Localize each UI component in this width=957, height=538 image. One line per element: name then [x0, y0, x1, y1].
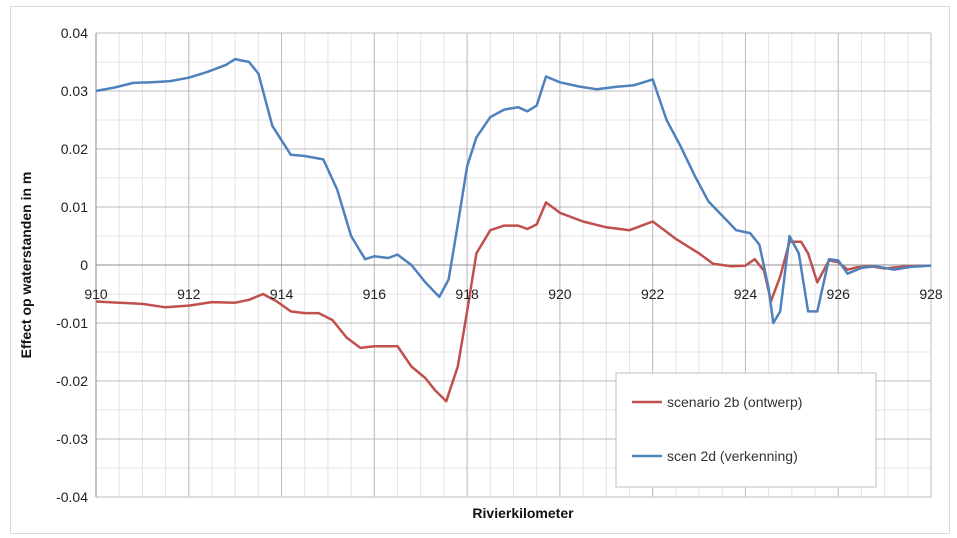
y-tick-label: -0.03	[56, 431, 88, 447]
y-tick-label: -0.01	[56, 315, 88, 331]
series-line-scenario-2b	[95, 201, 932, 403]
series-line-scen-2d	[95, 57, 932, 325]
x-tick-label: 924	[734, 286, 758, 302]
y-tick-label: 0.04	[61, 25, 88, 41]
series-lines	[95, 57, 932, 403]
x-tick-label: 922	[641, 286, 665, 302]
legend-label-scenario-2b: scenario 2b (ontwerp)	[667, 394, 802, 410]
legend: scenario 2b (ontwerp) scen 2d (verkennin…	[615, 372, 877, 488]
y-tick-label: 0.03	[61, 83, 88, 99]
x-tick-label: 928	[919, 286, 943, 302]
y-tick-label: 0	[80, 257, 88, 273]
legend-label-scen-2d: scen 2d (verkenning)	[667, 448, 798, 464]
x-tick-label: 914	[270, 286, 294, 302]
y-tick-label: 0.01	[61, 199, 88, 215]
line-chart: 0.04 0.03 0.02 0.01 0 -0.01 -0.02 -0.03 -0.04 910…	[18, 25, 943, 521]
axes	[95, 33, 931, 497]
x-tick-label: 916	[363, 286, 387, 302]
x-tick-label: 912	[177, 286, 201, 302]
tick-labels: 0.04 0.03 0.02 0.01 0 -0.01 -0.02 -0.03 -0.04 910…	[56, 25, 943, 505]
x-tick-label: 926	[827, 286, 851, 302]
x-tick-label: 918	[455, 286, 479, 302]
y-tick-label: -0.04	[56, 489, 88, 505]
legend-box	[615, 372, 877, 488]
chart-frame: 0.04 0.03 0.02 0.01 0 -0.01 -0.02 -0.03 -0.04 910…	[10, 6, 950, 534]
x-axis-title: Rivierkilometer	[472, 505, 574, 521]
y-tick-label: -0.02	[56, 373, 88, 389]
y-axis-title: Effect op waterstanden in m	[18, 172, 34, 359]
x-tick-label: 910	[84, 286, 108, 302]
y-tick-label: 0.02	[61, 141, 88, 157]
x-tick-label: 920	[548, 286, 572, 302]
